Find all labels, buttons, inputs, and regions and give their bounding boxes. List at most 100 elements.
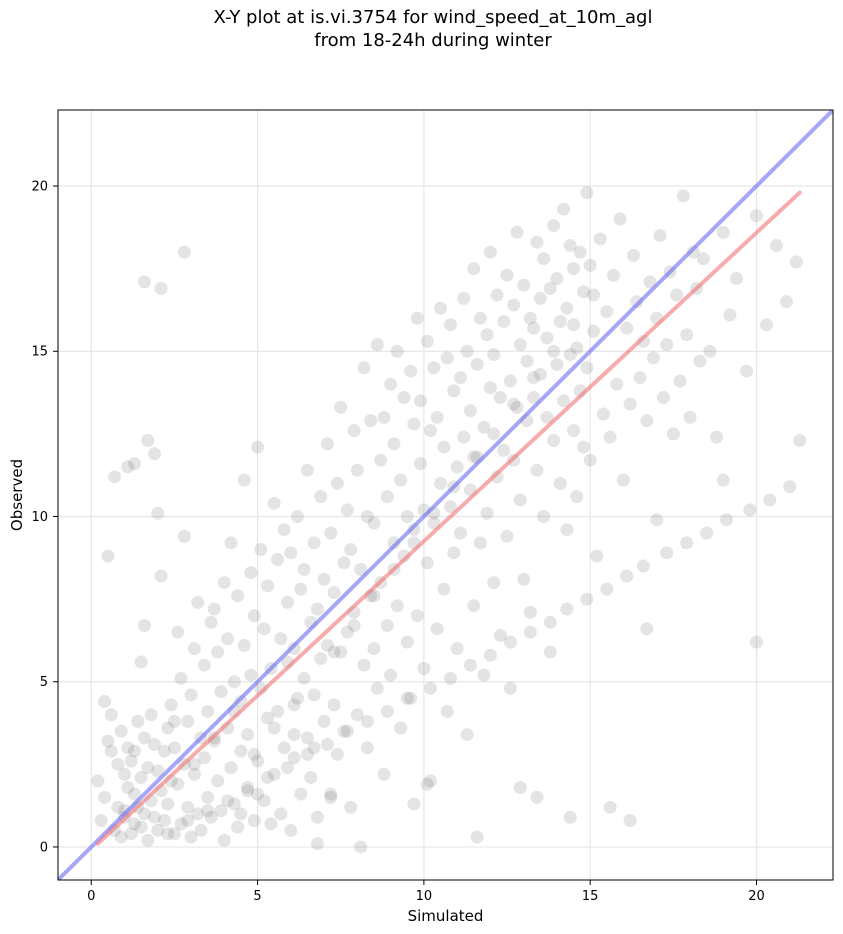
data-point [650, 513, 664, 527]
data-point [204, 810, 218, 824]
data-point [783, 480, 797, 494]
data-point [108, 470, 122, 484]
data-point [354, 840, 368, 854]
data-point [360, 509, 374, 523]
data-point [98, 790, 112, 804]
data-point [414, 394, 428, 408]
data-point [620, 321, 634, 335]
data-point [181, 714, 195, 728]
data-point [610, 377, 624, 391]
data-point [141, 433, 155, 447]
data-point [221, 794, 235, 808]
data-point [603, 430, 617, 444]
data-point [231, 589, 245, 603]
data-point [547, 219, 561, 233]
x-axis-label: Simulated [408, 907, 484, 925]
data-point [493, 391, 507, 405]
data-point [434, 476, 448, 490]
data-point [360, 714, 374, 728]
data-point [789, 255, 803, 269]
data-point [723, 308, 737, 322]
data-point [540, 410, 554, 424]
data-point [570, 341, 584, 355]
data-point [547, 344, 561, 358]
data-point [467, 599, 481, 613]
data-point [147, 447, 161, 461]
data-point [527, 321, 541, 335]
data-point [134, 771, 148, 785]
data-point [227, 675, 241, 689]
data-point [404, 691, 418, 705]
data-point [424, 774, 438, 788]
data-point [457, 291, 471, 305]
data-point [500, 529, 514, 543]
data-point [201, 804, 215, 818]
data-point [167, 827, 181, 841]
data-point [560, 602, 574, 616]
data-point [214, 685, 228, 699]
data-point [503, 374, 517, 388]
data-point [121, 741, 135, 755]
data-point [297, 671, 311, 685]
data-point [297, 562, 311, 576]
data-point [194, 823, 208, 837]
data-point [114, 724, 128, 738]
data-point [743, 503, 757, 517]
data-point [606, 268, 620, 282]
chart-title-line-1: X-Y plot at is.vi.3754 for wind_speed_at… [213, 7, 653, 28]
data-point [673, 374, 687, 388]
data-point [490, 288, 504, 302]
data-point [141, 833, 155, 847]
data-point [118, 767, 132, 781]
data-point [237, 473, 251, 487]
data-point [344, 800, 358, 814]
data-point [281, 761, 295, 775]
data-point [543, 281, 557, 295]
data-point [523, 311, 537, 325]
data-point [310, 837, 324, 851]
data-point [487, 348, 501, 362]
data-point [577, 440, 591, 454]
data-point [769, 238, 783, 252]
data-point [197, 751, 211, 765]
data-point [457, 430, 471, 444]
data-point [420, 556, 434, 570]
data-point [161, 827, 175, 841]
data-point [427, 361, 441, 375]
x-tick-label: 10 [416, 889, 433, 904]
data-point [317, 714, 331, 728]
data-point [211, 645, 225, 659]
data-point [128, 457, 141, 471]
data-point [523, 605, 537, 619]
data-point [400, 635, 414, 649]
data-point [241, 728, 255, 742]
data-point [267, 496, 281, 510]
data-point [257, 622, 271, 636]
data-point [563, 238, 577, 252]
data-point [101, 734, 115, 748]
data-point [384, 668, 398, 682]
data-point [287, 728, 301, 742]
data-point [294, 582, 308, 596]
data-point [177, 245, 191, 259]
data-point [157, 814, 171, 828]
data-point [580, 186, 594, 200]
data-point [696, 252, 710, 266]
data-point [234, 744, 248, 758]
data-point [187, 767, 201, 781]
data-point [330, 747, 344, 761]
data-point [716, 473, 730, 487]
data-point [750, 209, 763, 223]
data-point [447, 384, 461, 398]
data-point [487, 427, 501, 441]
data-point [380, 704, 394, 718]
data-point [560, 523, 574, 537]
data-point [683, 410, 697, 424]
data-point [653, 229, 667, 243]
data-point [407, 523, 421, 537]
data-point [583, 258, 597, 272]
data-point [271, 704, 285, 718]
data-point [121, 460, 135, 474]
data-point [443, 671, 457, 685]
data-point [144, 708, 158, 722]
